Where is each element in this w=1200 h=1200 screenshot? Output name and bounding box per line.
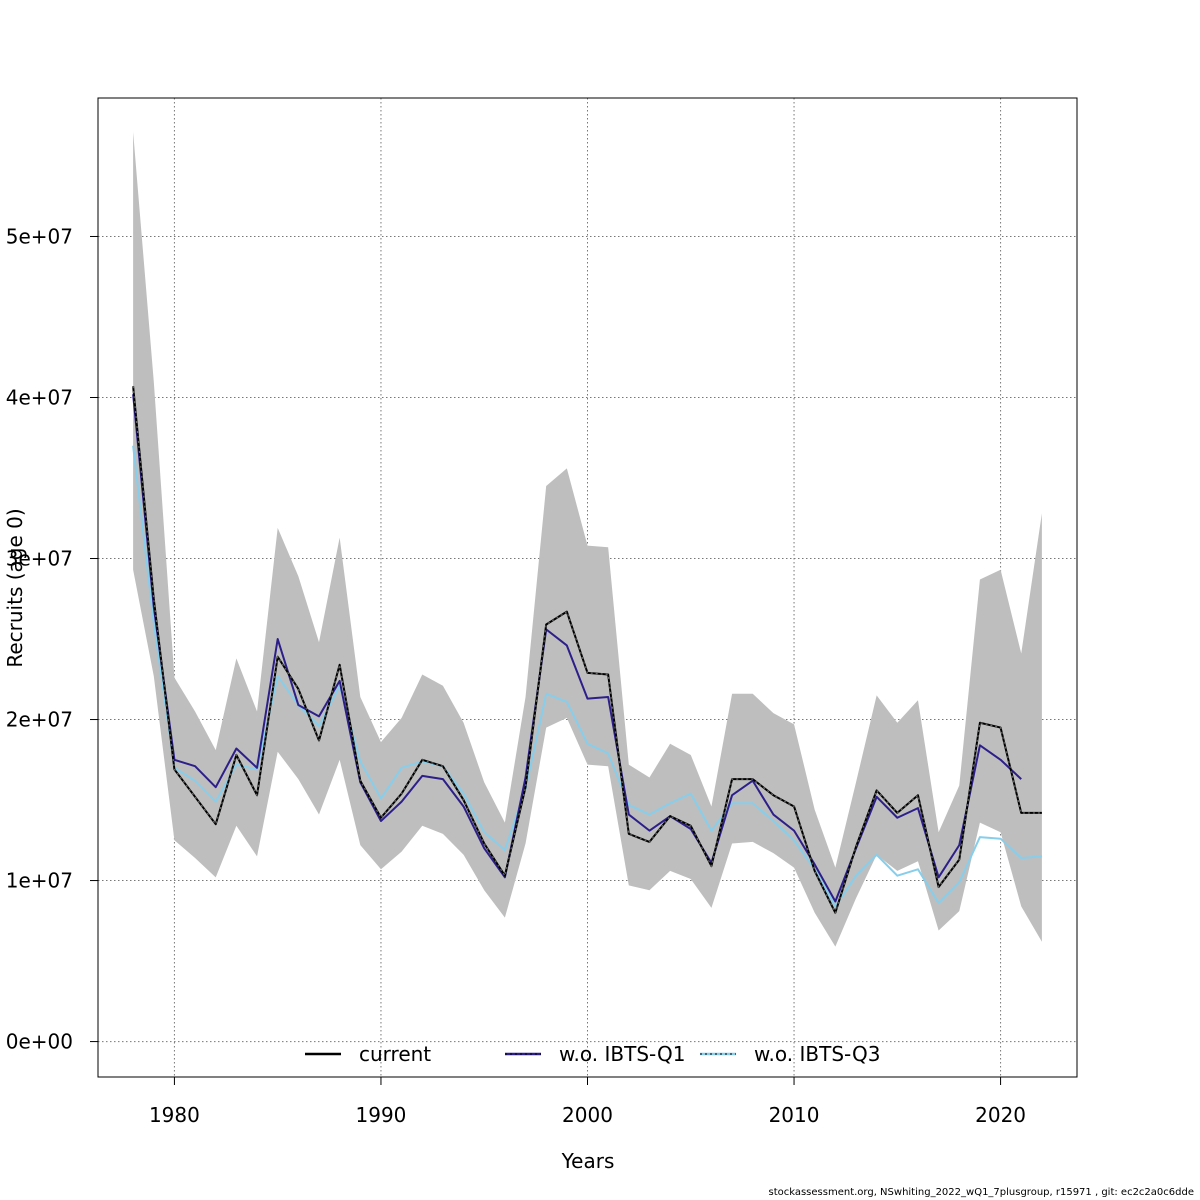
- y-axis-label: Recruits (age 0): [3, 508, 27, 667]
- footer-credit: stockassessment.org, NSwhiting_2022_wQ1_…: [768, 1187, 1194, 1198]
- y-axis-ticks: 0e+00 1e+07 2e+07 3e+07 4e+07 5e+07: [6, 224, 98, 1054]
- legend-label-2: w.o. IBTS-Q3: [754, 1042, 880, 1066]
- y-tick-label-4: 4e+07: [6, 385, 73, 409]
- legend-label-1: w.o. IBTS-Q1: [559, 1042, 685, 1066]
- confidence-band-layer: [133, 131, 1042, 947]
- x-tick-label-3: 2010: [769, 1103, 820, 1127]
- confidence-band: [133, 131, 1042, 947]
- x-tick-label-4: 2020: [975, 1103, 1026, 1127]
- x-axis-ticks: 1980 1990 2000 2010 2020: [149, 1077, 1026, 1127]
- x-axis-label: Years: [561, 1149, 615, 1173]
- x-tick-label-2: 2000: [562, 1103, 613, 1127]
- y-tick-label-1: 1e+07: [6, 869, 73, 893]
- series-line-1: [132, 394, 1022, 903]
- x-tick-label-1: 1990: [356, 1103, 407, 1127]
- y-tick-label-3: 3e+07: [6, 547, 73, 571]
- y-tick-label-5: 5e+07: [6, 224, 73, 248]
- y-tick-label-0: 0e+00: [6, 1030, 73, 1054]
- series-lines-layer: [132, 386, 1042, 915]
- x-tick-label-0: 1980: [149, 1103, 200, 1127]
- series-line-2: [132, 445, 1042, 908]
- legend-label-0: current: [359, 1042, 431, 1066]
- legend: current w.o. IBTS-Q1 w.o. IBTS-Q3: [305, 1042, 880, 1066]
- y-tick-label-2: 2e+07: [6, 708, 73, 732]
- series-line-current-dots: [132, 386, 1042, 915]
